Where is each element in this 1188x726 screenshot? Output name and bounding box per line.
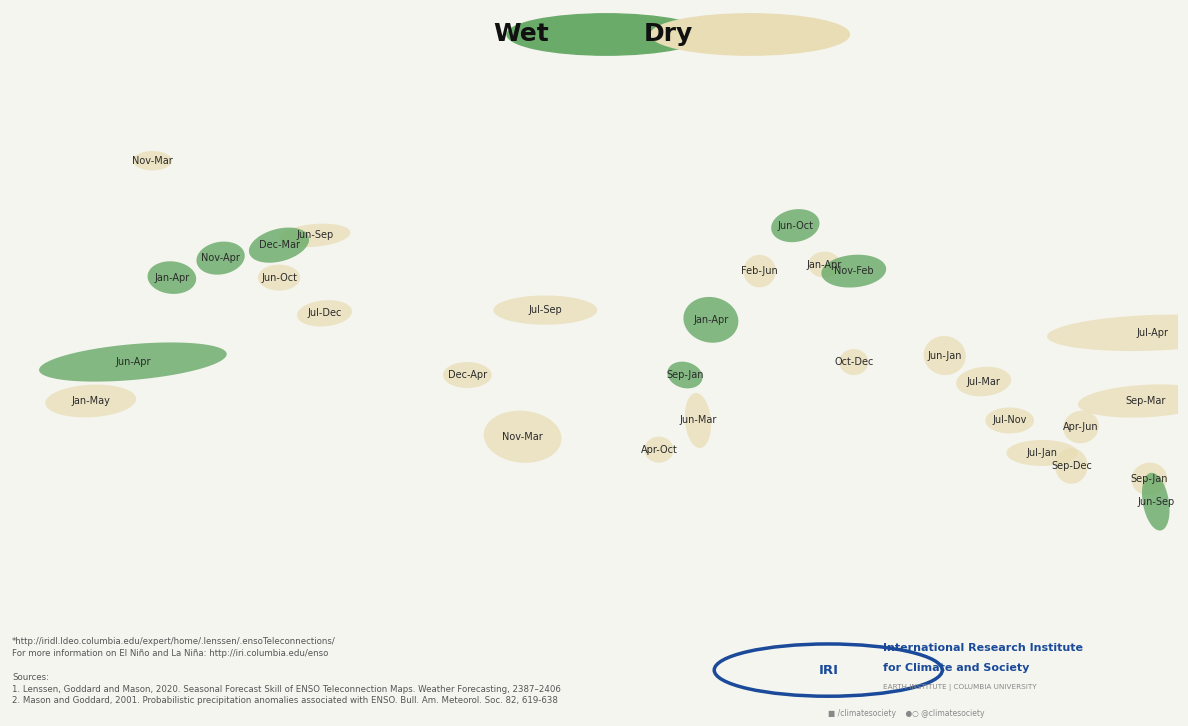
Text: Sep-Jan: Sep-Jan — [1131, 474, 1168, 484]
Polygon shape — [45, 385, 137, 417]
Text: Jul-Mar: Jul-Mar — [967, 377, 1000, 386]
Text: Wet: Wet — [493, 23, 549, 46]
Text: Jul-Apr: Jul-Apr — [1137, 328, 1169, 338]
Polygon shape — [133, 151, 172, 171]
Text: Jun-Jan: Jun-Jan — [928, 351, 962, 361]
Circle shape — [507, 14, 706, 55]
Text: *http://iridl.ldeo.columbia.edu/expert/home/.lenssen/.ensoTeleconnections/
For m: *http://iridl.ldeo.columbia.edu/expert/h… — [12, 637, 561, 706]
Text: Jun-Sep: Jun-Sep — [296, 230, 334, 240]
Polygon shape — [923, 336, 966, 375]
Text: Jun-Oct: Jun-Oct — [777, 221, 814, 231]
Text: Sep-Jan: Sep-Jan — [666, 370, 703, 380]
Polygon shape — [821, 255, 886, 287]
Polygon shape — [808, 252, 841, 277]
Polygon shape — [771, 209, 820, 242]
Text: EARTH INSTITUTE | COLUMBIA UNIVERSITY: EARTH INSTITUTE | COLUMBIA UNIVERSITY — [884, 684, 1037, 691]
Text: Nov-Mar: Nov-Mar — [132, 155, 172, 166]
Text: Jul-Nov: Jul-Nov — [992, 415, 1026, 425]
Text: Jan-Apr: Jan-Apr — [807, 260, 842, 269]
Text: Sep-Mar: Sep-Mar — [1126, 396, 1167, 406]
Polygon shape — [1078, 384, 1188, 417]
Polygon shape — [147, 261, 196, 294]
Text: Dry: Dry — [644, 23, 693, 46]
Text: for Climate and Society: for Climate and Society — [884, 664, 1030, 673]
Text: Dec-Mar: Dec-Mar — [259, 240, 299, 250]
Text: Jun-Sep: Jun-Sep — [1137, 497, 1175, 507]
Polygon shape — [744, 255, 776, 287]
Circle shape — [651, 14, 849, 55]
Polygon shape — [683, 297, 739, 343]
Polygon shape — [956, 367, 1011, 396]
Text: IRI: IRI — [819, 664, 839, 677]
Polygon shape — [644, 437, 674, 462]
Text: Nov-Apr: Nov-Apr — [201, 253, 240, 263]
Text: Jul-Dec: Jul-Dec — [308, 309, 342, 318]
Text: Jan-Apr: Jan-Apr — [154, 272, 190, 282]
Text: Nov-Feb: Nov-Feb — [834, 266, 873, 276]
Polygon shape — [493, 295, 598, 325]
Polygon shape — [196, 242, 245, 274]
Text: Jun-Apr: Jun-Apr — [115, 357, 151, 367]
Text: Dec-Apr: Dec-Apr — [448, 370, 487, 380]
Polygon shape — [249, 227, 309, 263]
Polygon shape — [258, 264, 301, 290]
Polygon shape — [279, 224, 350, 247]
Polygon shape — [1055, 448, 1087, 484]
Polygon shape — [1142, 473, 1169, 531]
Text: Jul-Jan: Jul-Jan — [1026, 448, 1057, 458]
Polygon shape — [985, 407, 1034, 433]
Text: Jan-Apr: Jan-Apr — [694, 315, 728, 325]
Text: Nov-Mar: Nov-Mar — [503, 432, 543, 441]
Polygon shape — [39, 343, 227, 382]
Polygon shape — [1047, 314, 1188, 351]
Text: Jun-Oct: Jun-Oct — [261, 272, 297, 282]
Text: Feb-Jun: Feb-Jun — [741, 266, 778, 276]
Text: Oct-Dec: Oct-Dec — [834, 357, 873, 367]
Text: Jun-Mar: Jun-Mar — [680, 415, 716, 425]
Text: Jan-May: Jan-May — [71, 396, 110, 406]
Polygon shape — [684, 393, 712, 448]
Polygon shape — [1131, 462, 1167, 495]
Text: Apr-Oct: Apr-Oct — [640, 445, 677, 454]
Polygon shape — [668, 362, 702, 388]
Polygon shape — [484, 411, 562, 462]
Polygon shape — [1006, 440, 1078, 466]
Polygon shape — [297, 300, 352, 327]
Polygon shape — [443, 362, 492, 388]
Text: Sep-Dec: Sep-Dec — [1051, 461, 1092, 471]
Text: International Research Institute: International Research Institute — [884, 643, 1083, 653]
Text: Jul-Sep: Jul-Sep — [529, 305, 562, 315]
Polygon shape — [839, 349, 868, 375]
Text: Apr-Jun: Apr-Jun — [1063, 422, 1099, 432]
Text: ■ /climatesociety    ●○ @climatesociety: ■ /climatesociety ●○ @climatesociety — [828, 709, 985, 718]
Polygon shape — [1063, 411, 1099, 444]
